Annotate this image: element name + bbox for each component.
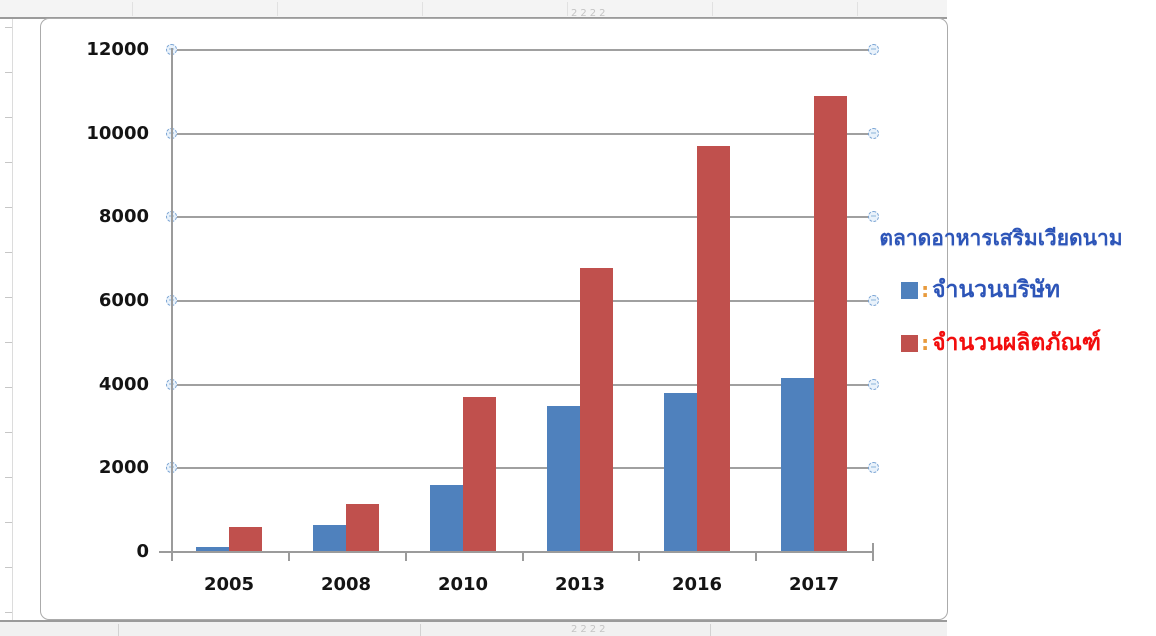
cell-border [567,2,568,16]
y-axis-tick-label: 10000 [86,122,149,144]
x-axis-category-label: 2010 [437,574,489,595]
cell-border [118,624,119,636]
cell-border [712,2,713,16]
x-axis-category-label: 2005 [203,574,255,595]
major-gridline [171,467,870,470]
row-boundary-tick [5,207,12,208]
legend-item-label: จำนวนบริษัท [932,277,1061,303]
major-gridline [171,383,870,386]
clipped-cell-text: 2222 [571,624,609,632]
legend-separator: : [921,278,930,302]
gridline-selection-handle[interactable] [868,462,879,474]
bar-จำนวนบริษัท-2008[interactable] [313,525,347,552]
row-boundary-tick [5,117,12,118]
chart-legend: ตลาดอาหารเสริมเวียดนาม : จำนวนบริษัท: จำนว… [846,222,1156,361]
row-boundary-tick [5,522,12,523]
bar-จำนวนผลิตภัณฑ์-2017[interactable] [813,96,847,552]
spreadsheet-bottom-row: 2222 [0,620,947,636]
row-boundary-tick [5,432,12,433]
bar-จำนวนผลิตภัณฑ์-2013[interactable] [579,268,613,552]
gridline-selection-handle[interactable] [868,378,879,390]
legend-item[interactable]: : จำนวนบริษัท [901,272,1101,308]
cell-border [132,2,133,16]
row-boundary-tick [5,297,12,298]
chart-title: ตลาดอาหารเสริมเวียดนาม [879,226,1123,250]
bar-จำนวนผลิตภัณฑ์-2005[interactable] [229,527,263,552]
major-gridline [171,132,870,135]
cell-border [710,624,711,636]
spreadsheet-top-row: 2222 [0,0,947,19]
legend-items: : จำนวนบริษัท: จำนวนผลิตภัณฑ์ [901,255,1101,361]
x-axis-category-label: 2017 [788,574,840,595]
row-boundary-tick [5,342,12,343]
x-axis-end-tick [872,543,874,552]
row-boundary-tick [5,612,12,613]
y-axis-line [171,48,173,561]
row-boundary-tick [5,72,12,73]
row-boundary-tick [5,477,12,478]
x-axis-category-label: 2008 [320,574,372,595]
bar-จำนวนผลิตภัณฑ์-2016[interactable] [696,146,730,552]
gridline-selection-handle[interactable] [868,211,879,223]
x-axis-tick [405,552,407,561]
y-axis-tick-label: 0 [136,541,149,562]
x-axis-tick [522,552,524,561]
y-axis-tick-label: 2000 [98,457,149,479]
cell-border [420,624,421,636]
x-axis-line [159,551,874,553]
bar-จำนวนบริษัท-2010[interactable] [430,485,464,552]
gridline-selection-handle[interactable] [868,295,879,306]
major-gridline [171,216,870,219]
cell-border [857,2,858,16]
x-axis-category-label: 2016 [671,574,723,595]
legend-item-label: จำนวนผลิตภัณฑ์ [932,330,1101,356]
major-gridline [171,49,870,51]
row-boundary-tick [5,567,12,568]
legend-separator: : [921,331,930,355]
y-axis-tick-label: 6000 [98,290,149,311]
y-axis-tick-label: 4000 [98,373,149,395]
spreadsheet-column-border [12,19,13,620]
bar-จำนวนบริษัท-2013[interactable] [546,406,580,552]
bar-จำนวนผลิตภัณฑ์-2008[interactable] [346,504,380,552]
x-axis-tick [755,552,757,561]
cell-border [422,2,423,16]
x-axis-tick [171,552,173,561]
legend-item[interactable]: : จำนวนผลิตภัณฑ์ [901,325,1101,361]
y-axis-tick-label: 8000 [98,206,149,228]
x-axis-tick [638,552,640,561]
legend-color-swatch [901,281,919,299]
row-boundary-tick [5,252,12,253]
chart-area[interactable]: 0 2000 4000 6000 8000 10000 12000 2005 2008 2010 2… [40,18,948,620]
gridline-selection-handle[interactable] [868,44,879,55]
x-axis-category-label: 2013 [554,574,606,595]
cell-border [277,2,278,16]
y-axis-tick-label: 12000 [86,39,149,60]
x-axis-tick [872,552,874,561]
bar-จำนวนบริษัท-2005[interactable] [196,547,230,552]
bar-จำนวนบริษัท-2017[interactable] [780,378,814,552]
row-boundary-tick [5,162,12,163]
x-axis-tick [288,552,290,561]
row-boundary-tick [5,27,12,28]
clipped-cell-text: 2222 [571,8,609,16]
bar-จำนวนผลิตภัณฑ์-2010[interactable] [463,397,497,552]
major-gridline [171,300,870,302]
bar-จำนวนบริษัท-2016[interactable] [663,393,697,552]
legend-color-swatch [901,334,919,352]
row-boundary-tick [5,387,12,388]
gridline-selection-handle[interactable] [868,127,879,139]
